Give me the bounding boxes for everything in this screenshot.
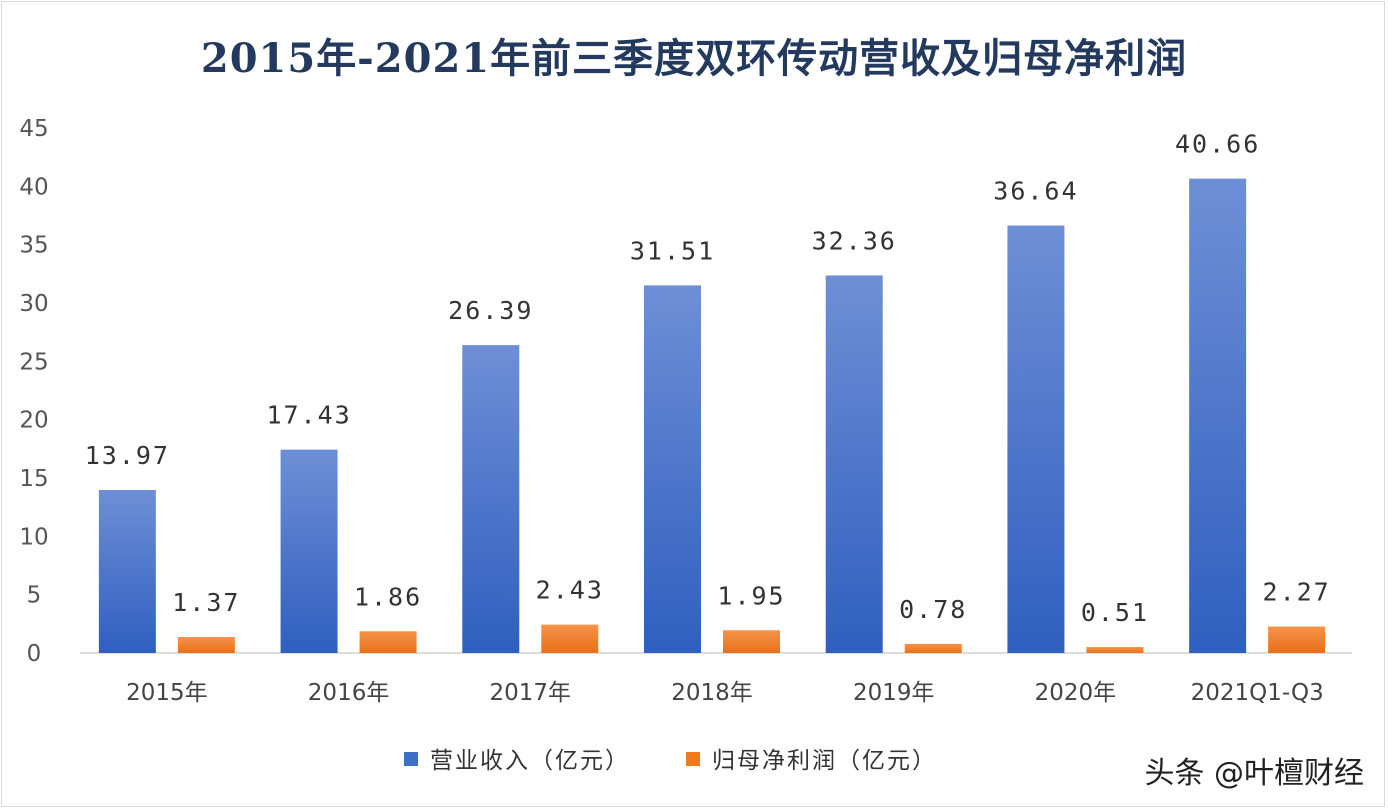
x-tick-label: 2015年 [126,680,208,706]
y-tick-label: 20 [19,408,48,434]
net-profit-bar [1268,626,1326,653]
revenue-bar [280,449,338,653]
y-tick-label: 25 [19,349,48,375]
y-tick-label: 30 [19,291,48,317]
net-profit-bar [541,624,599,653]
y-tick-label: 10 [19,524,48,550]
net-profit-data-label: 1.86 [354,582,422,611]
net-profit-bar [904,643,962,653]
y-tick-label: 5 [27,583,42,609]
legend-swatch-revenue [404,752,418,766]
revenue-data-label: 17.43 [266,401,351,430]
revenue-bar [825,275,883,653]
legend-label-net-profit: 归母净利润（亿元） [712,748,937,774]
y-tick-label: 35 [19,233,48,259]
y-tick-label: 0 [27,641,42,667]
y-tick-label: 45 [19,116,48,142]
revenue-data-label: 40.66 [1175,130,1260,159]
net-profit-data-label: 2.27 [1263,578,1331,607]
x-axis: 2015年 2016年 2017年 2018年 2019年 2020年 2021Q1-Q3 [126,680,1324,706]
revenue-data-label: 13.97 [85,441,170,470]
legend-swatch-net-profit [686,752,700,766]
revenue-data-label: 32.36 [812,226,897,255]
net-profit-data-label: 0.78 [899,595,967,624]
revenue-bar [1007,225,1065,654]
revenue-bar [462,345,520,653]
net-profit-bar [723,630,780,653]
net-profit-bar [359,631,417,653]
y-tick-label: 15 [19,466,48,492]
chart-title: 2015年-2021年前三季度双环传动营收及归母净利润 [200,35,1188,82]
x-tick-label: 2020年 [1035,680,1117,706]
revenue-bar [644,285,701,653]
bars-group: 13.97 1.37 17.43 1.86 26.39 2.43 31.51 1.95 32.3… [85,130,1331,654]
net-profit-data-label: 2.43 [536,576,604,605]
x-tick-label: 2016年 [308,680,390,706]
watermark: 头条 @叶檀财经 [1144,756,1364,791]
x-tick-label: 2018年 [671,680,753,706]
x-tick-label: 2017年 [490,680,572,706]
net-profit-data-label: 0.51 [1081,598,1149,627]
revenue-data-label: 26.39 [448,296,533,325]
y-axis: 0 5 10 15 20 25 30 35 40 45 [19,116,48,667]
x-tick-label: 2021Q1-Q3 [1191,680,1324,706]
legend-label-revenue: 营业收入（亿元） [430,748,630,774]
net-profit-bar [177,637,235,653]
legend: 营业收入（亿元） 归母净利润（亿元） [404,748,937,774]
net-profit-data-label: 1.95 [717,581,785,610]
net-profit-bar [1086,647,1144,653]
y-tick-label: 40 [19,174,48,200]
revenue-bar [98,490,156,653]
net-profit-data-label: 1.37 [172,588,240,617]
revenue-data-label: 36.64 [993,177,1078,206]
revenue-data-label: 31.51 [630,236,715,265]
x-tick-label: 2019年 [853,680,935,706]
revenue-bar [1189,178,1247,653]
